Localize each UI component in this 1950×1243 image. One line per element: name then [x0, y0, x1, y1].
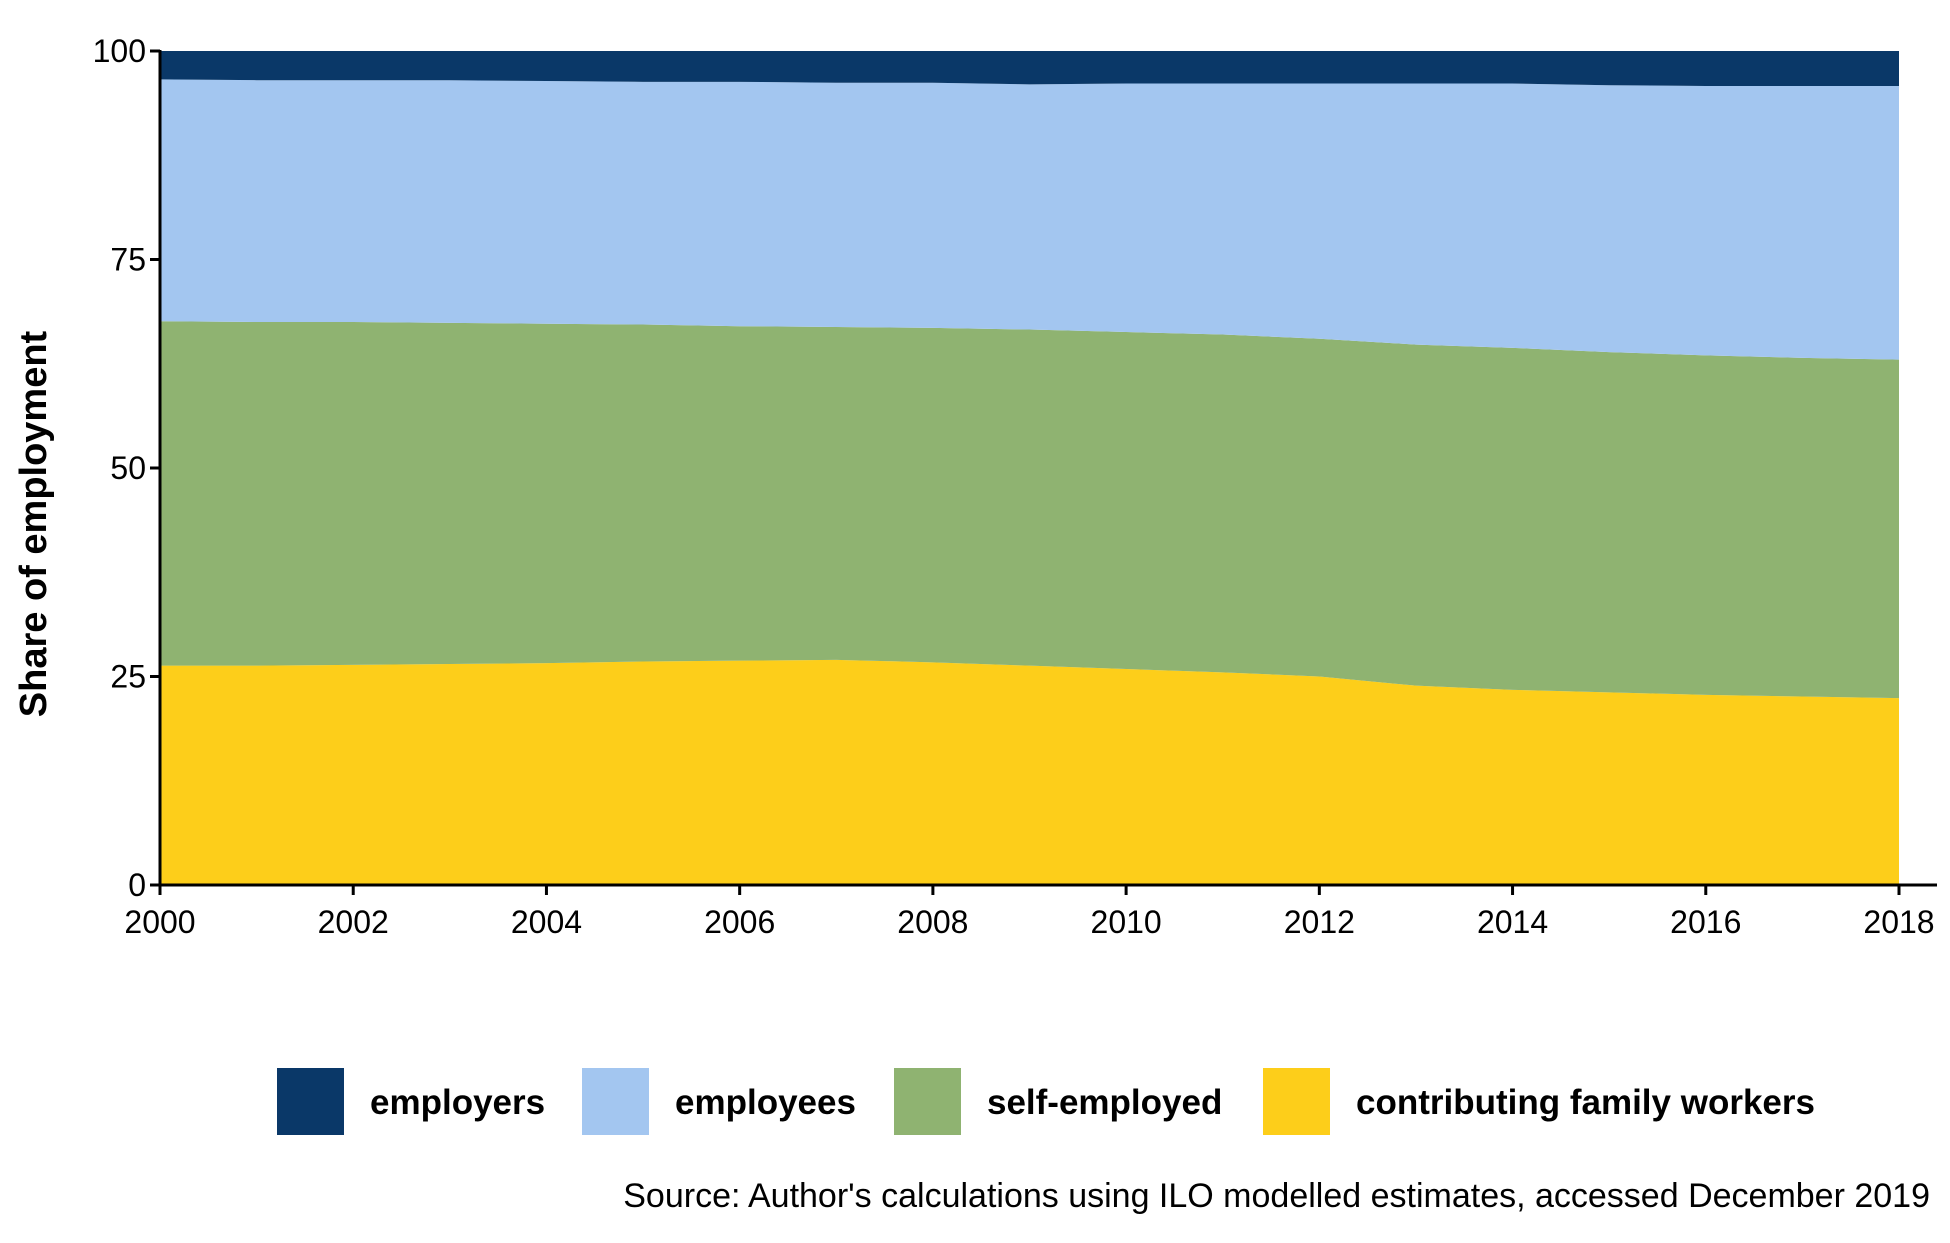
- legend-key-self-employed: [894, 1068, 961, 1135]
- legend-item-employees: employees: [582, 1068, 856, 1135]
- x-tick-label: 2010: [1091, 904, 1162, 940]
- x-tick-label: 2004: [511, 904, 582, 940]
- area-employees: [160, 79, 1899, 360]
- x-tick-label: 2006: [704, 904, 775, 940]
- y-tick-label: 0: [128, 867, 146, 903]
- legend-key-employees: [582, 1068, 649, 1135]
- source-note: Source: Author's calculations using ILO …: [623, 1177, 1930, 1215]
- x-tick-label: 2012: [1284, 904, 1355, 940]
- x-tick-label: 2018: [1863, 904, 1934, 940]
- x-tick-label: 2014: [1477, 904, 1548, 940]
- y-tick-label: 75: [110, 242, 146, 278]
- legend-key-employers: [277, 1068, 344, 1135]
- legend-label: self-employed: [987, 1083, 1222, 1122]
- legend-item-self-employed: self-employed: [894, 1068, 1222, 1135]
- x-tick-label: 2002: [318, 904, 389, 940]
- y-tick-label: 25: [110, 659, 146, 695]
- legend-item-contributing-family-workers: contributing family workers: [1263, 1068, 1815, 1135]
- y-tick-label: 50: [110, 450, 146, 486]
- area-self-employed: [160, 321, 1899, 699]
- y-axis-title: Share of employment: [13, 330, 55, 717]
- legend: employers employees self-employed contribut…: [277, 1068, 1815, 1135]
- legend-label: employers: [370, 1083, 545, 1122]
- x-tick-label: 2016: [1670, 904, 1741, 940]
- y-tick-label: 100: [93, 33, 146, 69]
- legend-item-employers: employers: [277, 1068, 545, 1135]
- area-layer: [160, 51, 1899, 885]
- area-contributing-family-workers: [160, 659, 1899, 885]
- legend-label: contributing family workers: [1356, 1083, 1815, 1122]
- legend-label: employees: [675, 1083, 856, 1122]
- axes-layer: 0 25 50 75 100 2000 2002 2004 2006 2008 2010 2012 20…: [93, 33, 1937, 940]
- legend-key-contributing-family-workers: [1263, 1068, 1330, 1135]
- area-employers: [160, 51, 1899, 87]
- x-tick-label: 2000: [124, 904, 195, 940]
- x-tick-label: 2008: [897, 904, 968, 940]
